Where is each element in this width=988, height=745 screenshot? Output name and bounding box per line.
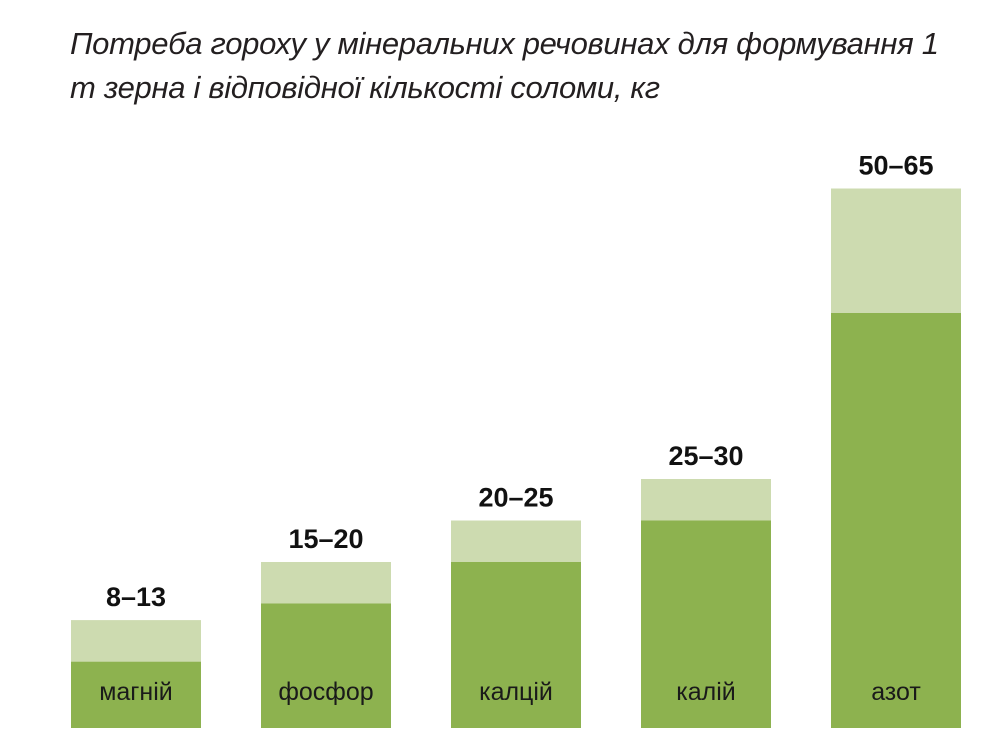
category-label-4: азот xyxy=(871,678,921,706)
bar-range-1 xyxy=(261,562,391,604)
value-label-1: 15–20 xyxy=(288,524,363,554)
value-label-4: 50–65 xyxy=(858,151,933,181)
bar-range-3 xyxy=(641,479,771,521)
category-label-0: магній xyxy=(99,678,173,706)
bar-range-2 xyxy=(451,520,581,562)
bar-range-0 xyxy=(71,620,201,662)
bar-min-2 xyxy=(451,562,581,728)
category-label-3: калій xyxy=(676,678,736,706)
bar-min-4 xyxy=(831,313,961,728)
value-label-0: 8–13 xyxy=(106,582,166,612)
category-label-2: калцій xyxy=(479,678,553,706)
chart-title: Потреба гороху у мінеральних речовинах д… xyxy=(70,26,939,105)
bar-min-1 xyxy=(261,603,391,728)
value-label-2: 20–25 xyxy=(478,483,553,513)
bars-layer xyxy=(71,188,961,728)
bar-min-3 xyxy=(641,520,771,728)
labels-layer: 8–13 магній 15–20 фосфор 20–25 калцій 25–30 кал… xyxy=(99,151,933,707)
bar-range-4 xyxy=(831,188,961,313)
value-label-3: 25–30 xyxy=(668,441,743,471)
category-label-1: фосфор xyxy=(278,678,373,706)
bar-min-0 xyxy=(71,661,201,728)
